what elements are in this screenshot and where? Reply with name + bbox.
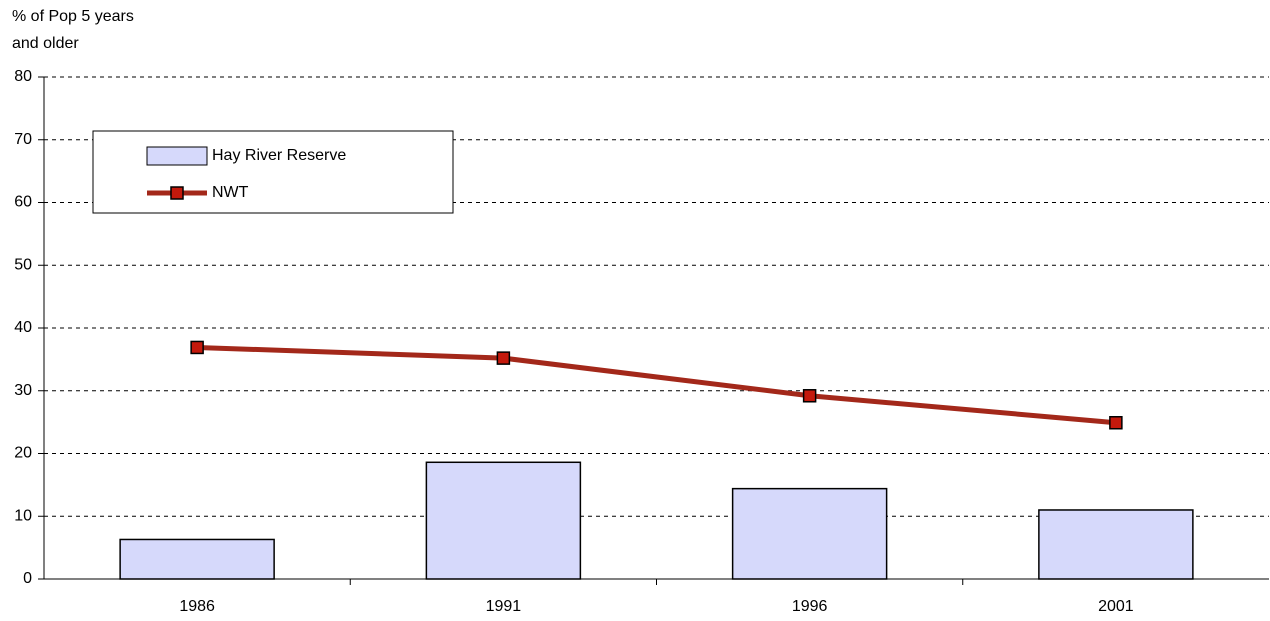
y-tick-label: 60: [14, 194, 32, 211]
y-tick-label: 0: [23, 570, 32, 587]
y-tick-label: 80: [14, 68, 32, 85]
x-tick-label: 1991: [486, 598, 522, 615]
bar: [119, 538, 275, 580]
y-axis-label: % of Pop 5 years: [12, 8, 134, 25]
legend-label: NWT: [212, 184, 249, 201]
x-tick-label: 1986: [179, 598, 215, 615]
marker: [802, 389, 817, 403]
y-tick-label: 20: [14, 445, 32, 462]
y-tick-label: 50: [14, 256, 32, 273]
legend-box: [92, 130, 454, 214]
y-tick-label: 10: [14, 507, 32, 524]
legend-label: Hay River Reserve: [212, 147, 346, 164]
marker: [496, 351, 511, 365]
y-tick-label: 70: [14, 131, 32, 148]
legend-swatch: [146, 146, 208, 166]
x-tick-label: 2001: [1098, 598, 1134, 615]
bar: [1038, 509, 1194, 580]
bar: [731, 487, 888, 580]
bar: [425, 461, 582, 580]
line: [197, 344, 1117, 426]
y-tick-label: 30: [14, 382, 32, 399]
marker: [1109, 416, 1123, 430]
y-axis-label: and older: [12, 35, 79, 52]
marker: [190, 340, 204, 355]
y-tick-label: 40: [14, 319, 32, 336]
legend-marker: [170, 186, 184, 200]
x-tick-label: 1996: [792, 598, 828, 615]
